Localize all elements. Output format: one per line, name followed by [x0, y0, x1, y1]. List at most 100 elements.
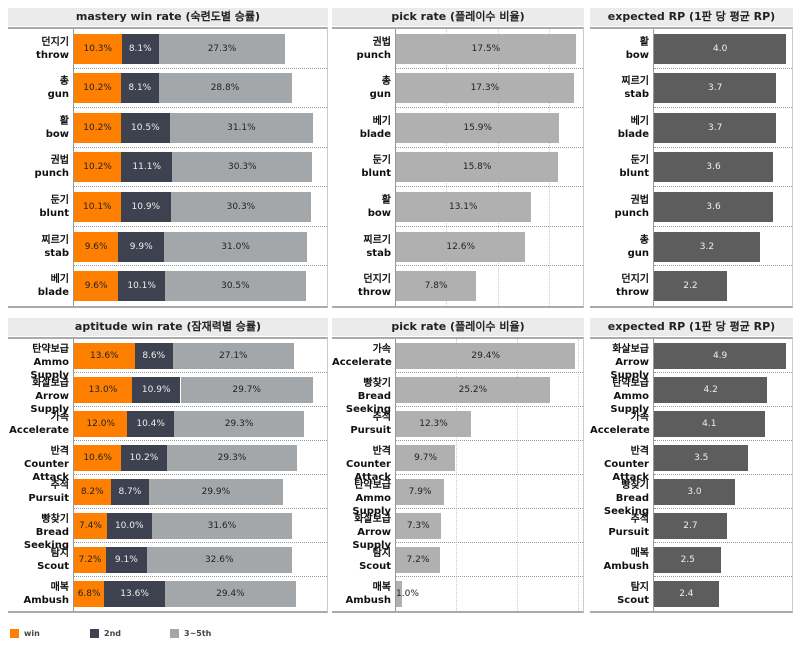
bar-2nd: 10.9% — [131, 377, 181, 403]
category-label-en: Arrow Supply — [610, 357, 649, 381]
bar-win: 6.8% — [74, 581, 105, 607]
bar-2nd: 9.9% — [118, 231, 165, 262]
category-label-ko: 탄약보급 — [612, 378, 649, 389]
data-label: 3.6 — [706, 162, 721, 173]
y-axis-line — [653, 339, 654, 611]
bar-3-5th: 29.7% — [180, 377, 313, 403]
data-label: 8.2% — [80, 487, 104, 497]
category-label: 화살보급 Arrow Supply — [332, 513, 391, 552]
category-label-en: Accelerate — [590, 425, 650, 436]
bar-row: 매복 Ambush 6.8% 13.6% 29.4% — [8, 577, 327, 611]
category-label: 둔기 blunt — [8, 194, 69, 220]
data-label: 7.9% — [408, 487, 432, 497]
category-label: 찌르기 stab — [590, 75, 649, 101]
data-label: 29.4% — [471, 351, 501, 361]
bar-2nd: 8.7% — [110, 479, 150, 505]
data-label: 12.0% — [86, 419, 116, 429]
gridline — [456, 339, 458, 611]
pick-rate-weapon-chart: pick rate (플레이수 비율) 권법 punch 17.5% 총 gun 17.3%… — [332, 8, 584, 308]
legend-label: 3~5th — [184, 629, 212, 638]
category-label-en: Pursuit — [350, 425, 391, 436]
bar-expected-rp: 3.6 — [654, 192, 774, 223]
row-separator — [74, 576, 327, 577]
row-separator — [74, 372, 327, 373]
bar-3-5th: 29.9% — [149, 479, 283, 505]
category-label-en: Bread Seeking — [603, 493, 649, 517]
bar-row: 총 gun 10.2% 8.1% 28.8% — [8, 69, 327, 109]
category-label-en: throw — [616, 287, 649, 299]
data-label: 10.2% — [83, 83, 112, 94]
data-label: 27.1% — [219, 351, 248, 361]
category-label: 빵찾기 Bread Seeking — [590, 479, 649, 518]
plot-area: 가속 Accelerate 29.4% 빵찾기 Bread Seeking 25.2% 추적… — [332, 337, 584, 613]
category-label: 던지기 throw — [8, 36, 69, 62]
bar-win: 9.6% — [74, 231, 119, 262]
category-label-en: Counter Attack — [24, 459, 69, 483]
data-label: 10.1% — [83, 202, 112, 213]
bar-win: 13.6% — [74, 343, 135, 369]
category-label: 활 bow — [332, 194, 391, 220]
bar-3-5th: 29.3% — [173, 411, 305, 437]
row-separator — [396, 372, 583, 373]
bar-win: 7.2% — [74, 547, 107, 573]
bar-row: 가속 Accelerate 29.4% — [332, 339, 583, 373]
data-label: 7.2% — [78, 555, 102, 565]
row-separator — [654, 508, 792, 509]
y-axis-line — [395, 29, 396, 306]
data-label: 31.1% — [227, 122, 256, 133]
category-label-ko: 매복 — [50, 582, 69, 593]
bar-3-5th: 28.8% — [158, 73, 292, 104]
data-label: 17.3% — [470, 83, 500, 94]
legend-label: 2nd — [104, 629, 121, 638]
expected-rp-weapon-chart: expected RP (1판 당 평균 RP) 활 bow 4.0 찌르기 stab 3.… — [590, 8, 793, 308]
data-label: 1.0% — [396, 589, 419, 599]
category-label-ko: 권법 — [50, 155, 69, 167]
row-separator — [396, 406, 583, 407]
chart-title: expected RP (1판 당 평균 RP) — [590, 318, 793, 336]
bar-expected-rp: 4.9 — [654, 343, 787, 369]
bar-row: 화살보급 Arrow Supply 4.9 — [590, 339, 792, 381]
bar-row: 빵찾기 Bread Seeking 3.0 — [590, 475, 792, 517]
category-label: 던지기 throw — [332, 273, 391, 299]
category-label: 권법 punch — [8, 154, 69, 180]
bar-row: 가속 Accelerate 4.1 — [590, 407, 792, 441]
bar-row: 가속 Accelerate 12.0% 10.4% 29.3% — [8, 407, 327, 441]
data-label: 29.7% — [232, 385, 261, 395]
data-label: 9.1% — [114, 555, 138, 565]
category-label-ko: 반격 — [372, 446, 391, 457]
category-label-en: blunt — [361, 168, 391, 180]
row-separator — [74, 474, 327, 475]
data-label: 3.0 — [687, 487, 702, 497]
bar-row: 매복 Ambush 1.0% — [332, 577, 583, 611]
category-label-ko: 탄약보급 — [32, 344, 69, 355]
row-separator — [74, 265, 327, 267]
category-label-ko: 탐지 — [630, 582, 649, 593]
bar-pick-rate: 7.9% — [396, 479, 445, 505]
category-label: 탐지 Scout — [590, 581, 649, 607]
data-label: 8.1% — [128, 43, 152, 54]
data-label: 9.7% — [414, 453, 438, 463]
bar-win: 10.2% — [74, 112, 122, 143]
bar-expected-rp: 4.2 — [654, 377, 768, 403]
category-label: 탄약보급 Ammo Supply — [8, 343, 69, 382]
category-label-en: throw — [36, 49, 69, 61]
data-label: 10.2% — [83, 162, 112, 173]
bar-row: 추적 Pursuit 8.2% 8.7% 29.9% — [8, 475, 327, 509]
data-label: 13.6% — [120, 589, 149, 599]
bar-3-5th: 31.1% — [169, 112, 314, 143]
legend-swatch-3-5th — [170, 629, 179, 638]
data-label: 3.7 — [708, 83, 723, 94]
row-separator — [74, 440, 327, 441]
bar-row: 활 bow 4.0 — [590, 29, 792, 69]
bar-expected-rp: 3.7 — [654, 112, 777, 143]
category-label-ko: 화살보급 — [32, 378, 69, 389]
category-label: 화살보급 Arrow Supply — [8, 377, 69, 416]
category-label-en: bow — [625, 49, 649, 61]
category-label: 매복 Ambush — [590, 547, 649, 573]
category-label: 활 bow — [590, 36, 649, 62]
bar-3-5th: 31.6% — [151, 513, 293, 539]
data-label: 29.4% — [216, 589, 245, 599]
row-separator — [654, 146, 792, 148]
data-label: 29.9% — [201, 487, 231, 497]
chart-title: pick rate (플레이수 비율) — [332, 318, 584, 336]
